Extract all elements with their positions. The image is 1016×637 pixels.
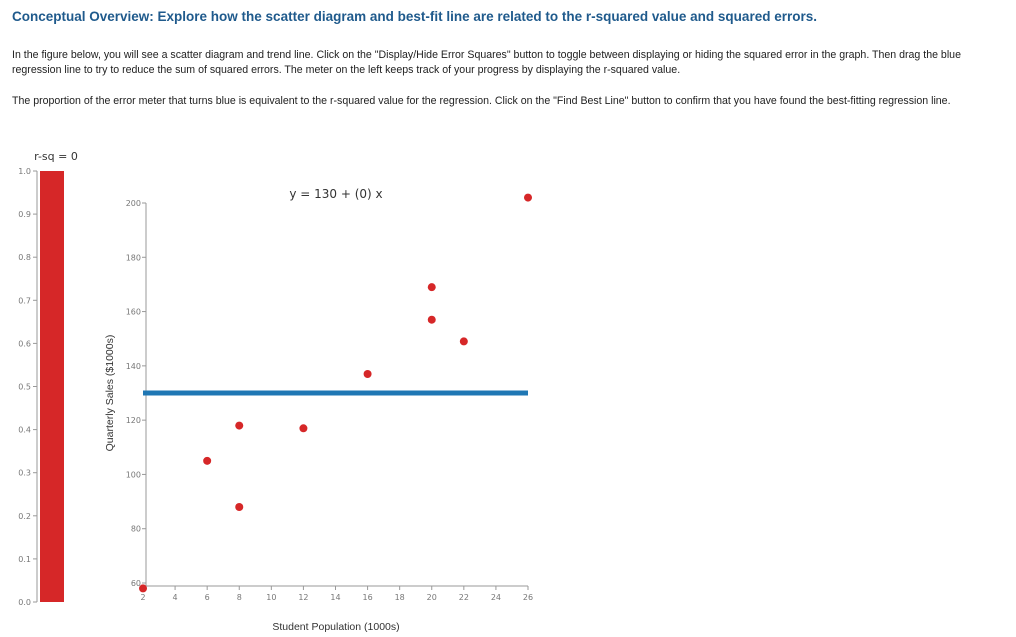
page-title: Conceptual Overview: Explore how the sca… bbox=[12, 9, 817, 24]
instructions-paragraph: In the figure below, you will see a scat… bbox=[12, 49, 961, 76]
data-point bbox=[139, 584, 147, 593]
meter-error-bar bbox=[40, 171, 64, 602]
data-point bbox=[427, 315, 436, 324]
regression-equation: y = 130 + (0) x bbox=[289, 187, 382, 201]
meter-label: r-sq = 0 bbox=[34, 150, 78, 163]
meter-tick-label: 0.9 bbox=[18, 210, 31, 219]
x-tick-label: 16 bbox=[362, 593, 372, 602]
x-tick-label: 14 bbox=[330, 593, 340, 602]
x-tick-label: 6 bbox=[205, 593, 210, 602]
meter-tick-label: 0.2 bbox=[18, 512, 31, 521]
x-tick-label: 10 bbox=[266, 593, 276, 602]
x-tick-label: 20 bbox=[427, 593, 437, 602]
r-squared-meter: r-sq = 0 0.0 0.1 0.2 0.3 0.4 0.5 0.6 0.7 0.8 0.9 1.… bbox=[18, 150, 78, 607]
y-tick-label: 60 bbox=[131, 579, 141, 588]
y-tick-label: 160 bbox=[126, 308, 141, 317]
x-tick-label: 2 bbox=[140, 593, 145, 602]
x-axis-label: Student Population (1000s) bbox=[272, 621, 399, 633]
y-tick-label: 80 bbox=[131, 525, 141, 534]
data-point bbox=[235, 503, 244, 511]
y-tick-label: 120 bbox=[126, 416, 141, 425]
data-point bbox=[459, 337, 468, 346]
x-tick-label: 26 bbox=[523, 593, 533, 602]
meter-tick-label: 0.8 bbox=[18, 253, 31, 262]
data-point bbox=[524, 193, 532, 202]
data-point bbox=[363, 370, 372, 378]
meter-tick-label: 1.0 bbox=[18, 167, 31, 176]
x-tick-label: 24 bbox=[491, 593, 501, 602]
y-tick-label: 100 bbox=[126, 470, 141, 479]
data-point bbox=[299, 424, 308, 433]
meter-tick-label: 0.5 bbox=[18, 383, 31, 392]
y-tick-label: 180 bbox=[126, 253, 141, 262]
y-tick-label: 200 bbox=[126, 199, 141, 208]
meter-tick-label: 0.4 bbox=[18, 426, 31, 435]
y-tick-label: 140 bbox=[126, 362, 141, 371]
meter-tick-label: 0.3 bbox=[18, 469, 31, 478]
meter-tick-label: 0.7 bbox=[18, 296, 31, 305]
y-axis-label: Quarterly Sales ($1000s) bbox=[104, 335, 116, 452]
data-point bbox=[427, 283, 436, 292]
x-tick-label: 18 bbox=[395, 593, 405, 602]
meter-tick-label: 0.0 bbox=[18, 598, 31, 607]
x-tick-label: 22 bbox=[459, 593, 469, 602]
data-point bbox=[203, 456, 212, 465]
meter-explanation-paragraph: The proportion of the error meter that t… bbox=[12, 95, 951, 107]
x-tick-label: 8 bbox=[237, 593, 242, 602]
meter-tick-label: 0.6 bbox=[18, 339, 31, 348]
x-tick-label: 12 bbox=[298, 593, 308, 602]
data-point bbox=[235, 421, 244, 430]
meter-tick-label: 0.1 bbox=[18, 555, 31, 564]
x-tick-label: 4 bbox=[173, 593, 178, 602]
